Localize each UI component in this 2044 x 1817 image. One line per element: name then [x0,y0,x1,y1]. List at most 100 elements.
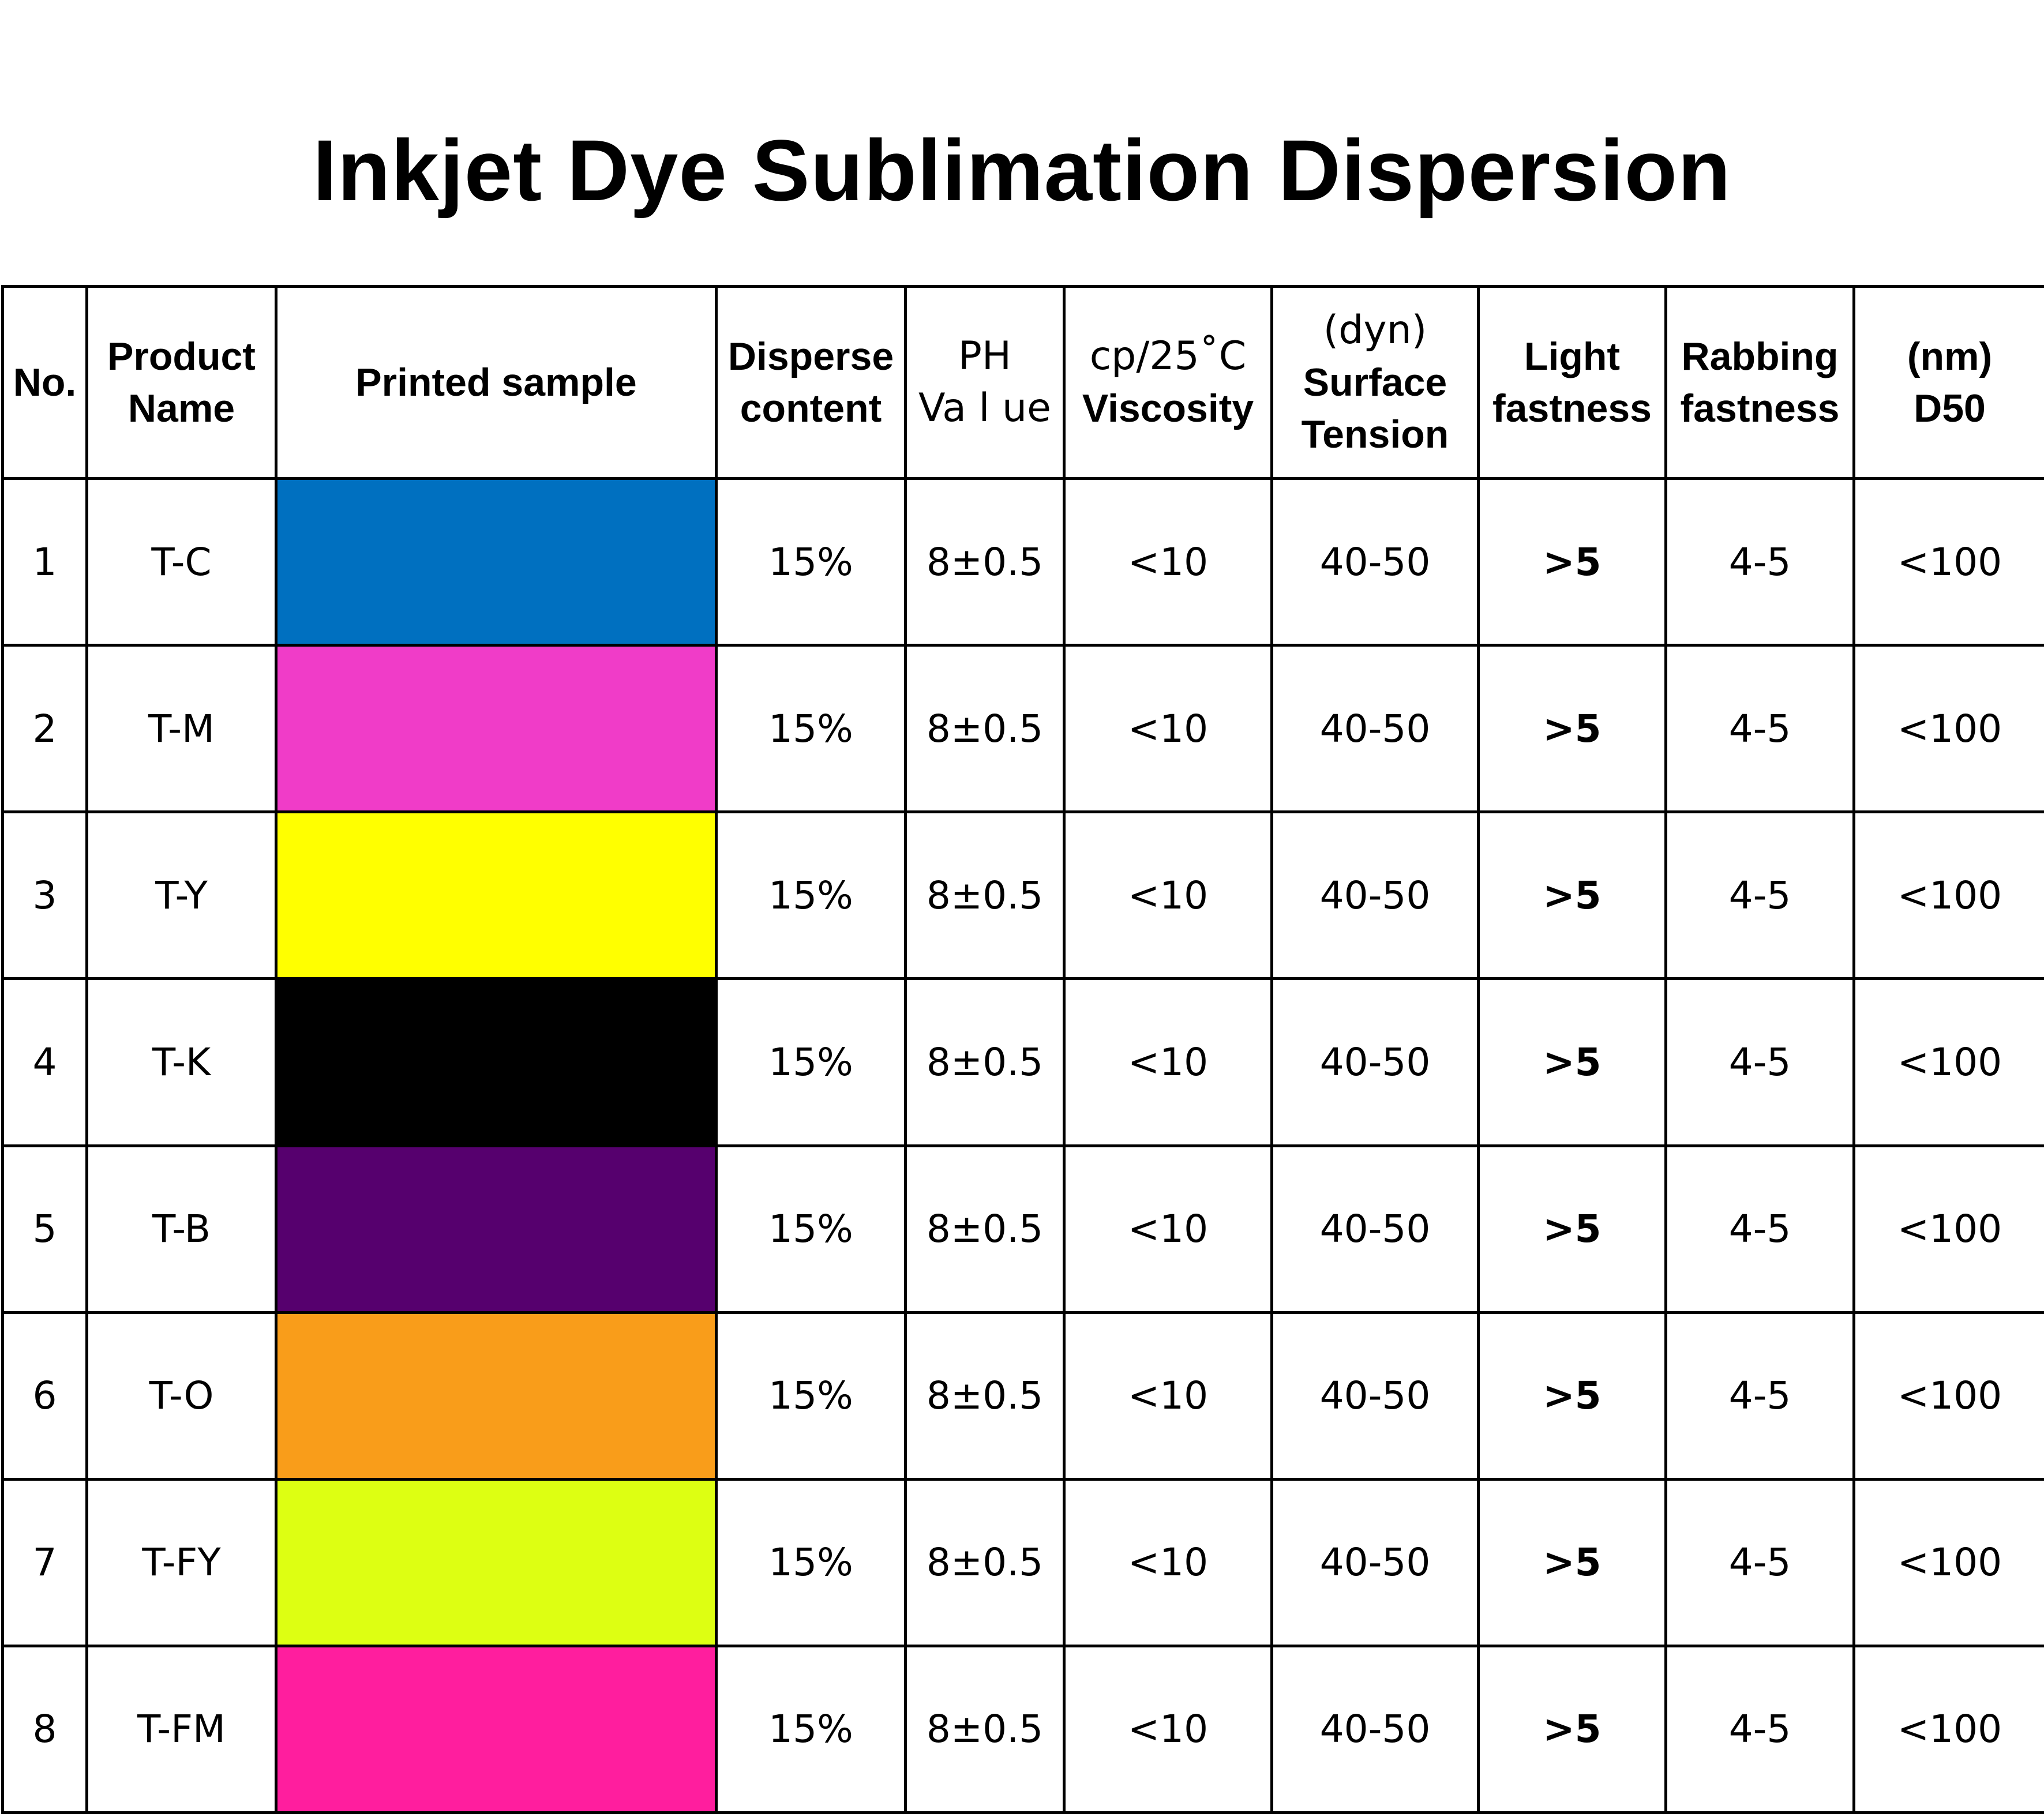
table-row: 1 T-C 15% 8±0.5 <10 40-50 >5 4-5 <100 [1,476,2044,647]
cell-disperse-content: 15% [715,1477,907,1647]
table-row: 7 T-FY 15% 8±0.5 <10 40-50 >5 4-5 <100 [1,1477,2044,1647]
cell-no: 8 [1,1644,88,1815]
cell-light-fastness: >5 [1477,977,1667,1147]
cell-d50: <100 [1852,1311,2044,1481]
cell-ph-value: 8±0.5 [904,1311,1066,1481]
cell-surface-tension: 40-50 [1270,810,1480,981]
cell-viscosity: <10 [1063,1477,1273,1647]
cell-d50: <100 [1852,644,2044,814]
header-light-fastness-line-2: fastness [1492,386,1652,430]
cell-no: 2 [1,644,88,814]
header-surface-tension-line-2: Surface [1303,361,1447,404]
color-swatch [279,1482,714,1643]
header-viscosity-line-1: cp/25˚C [1089,333,1247,379]
cell-ph-value: 8±0.5 [904,1644,1066,1815]
cell-printed-sample [275,977,718,1147]
color-swatch [279,981,714,1143]
header-disperse-content-line-2: content [740,386,882,430]
header-rabbing-fastness: Rabbing fastness [1664,285,1855,480]
cell-no: 3 [1,810,88,981]
header-rabbing-fastness-line-2: fastness [1680,386,1840,430]
header-viscosity: cp/25˚C Viscosity [1063,285,1273,480]
table-header-row: No. Product Name Printed sample Disperse… [1,285,2044,480]
cell-printed-sample [275,1311,718,1481]
header-ph-value-line-1: PH [958,333,1012,379]
cell-d50: <100 [1852,810,2044,981]
cell-light-fastness: >5 [1477,644,1667,814]
cell-viscosity: <10 [1063,1644,1273,1815]
header-ph-value-line-2: Va l ue [918,385,1051,431]
header-surface-tension-line-3: Tension [1301,412,1449,456]
cell-disperse-content: 15% [715,810,907,981]
header-viscosity-line-2: Viscosity [1082,386,1254,430]
header-no: No. [1,285,88,480]
product-spec-table: No. Product Name Printed sample Disperse… [1,285,2044,1815]
header-product-name: Product Name [85,285,277,480]
table-row: 8 T-FM 15% 8±0.5 <10 40-50 >5 4-5 <100 [1,1644,2044,1815]
cell-printed-sample [275,1477,718,1647]
header-light-fastness-line-1: Light [1524,335,1621,378]
cell-no: 7 [1,1477,88,1647]
header-disperse-content: Disperse content [715,285,907,480]
color-swatch [279,1148,714,1310]
cell-product-name: T-O [85,1311,277,1481]
header-printed-sample: Printed sample [275,285,718,480]
cell-product-name: T-FM [85,1644,277,1815]
table-row: 4 T-K 15% 8±0.5 <10 40-50 >5 4-5 <100 [1,977,2044,1147]
cell-ph-value: 8±0.5 [904,644,1066,814]
cell-ph-value: 8±0.5 [904,476,1066,647]
header-d50-line-1: (nm) [1907,335,1993,378]
header-ph-value: PH Va l ue [904,285,1066,480]
header-light-fastness: Light fastness [1477,285,1667,480]
cell-ph-value: 8±0.5 [904,977,1066,1147]
color-swatch [279,1315,714,1477]
cell-light-fastness: >5 [1477,1144,1667,1314]
cell-printed-sample [275,1144,718,1314]
cell-printed-sample [275,810,718,981]
cell-product-name: T-Y [85,810,277,981]
cell-d50: <100 [1852,1477,2044,1647]
cell-rabbing-fastness: 4-5 [1664,644,1855,814]
cell-light-fastness: >5 [1477,1477,1667,1647]
cell-rabbing-fastness: 4-5 [1664,1144,1855,1314]
cell-d50: <100 [1852,977,2044,1147]
cell-printed-sample [275,1644,718,1815]
cell-surface-tension: 40-50 [1270,644,1480,814]
header-product-name-line-1: Product [107,335,256,378]
cell-product-name: T-FY [85,1477,277,1647]
cell-ph-value: 8±0.5 [904,810,1066,981]
cell-d50: <100 [1852,1644,2044,1815]
cell-light-fastness: >5 [1477,476,1667,647]
cell-viscosity: <10 [1063,810,1273,981]
cell-no: 1 [1,476,88,647]
cell-printed-sample [275,476,718,647]
table-row: 2 T-M 15% 8±0.5 <10 40-50 >5 4-5 <100 [1,644,2044,814]
cell-surface-tension: 40-50 [1270,1144,1480,1314]
header-rabbing-fastness-line-1: Rabbing [1681,335,1839,378]
cell-viscosity: <10 [1063,977,1273,1147]
cell-d50: <100 [1852,1144,2044,1314]
cell-disperse-content: 15% [715,1144,907,1314]
cell-viscosity: <10 [1063,476,1273,647]
cell-rabbing-fastness: 4-5 [1664,977,1855,1147]
cell-surface-tension: 40-50 [1270,1644,1480,1815]
cell-rabbing-fastness: 4-5 [1664,1311,1855,1481]
cell-surface-tension: 40-50 [1270,476,1480,647]
table-body: 1 T-C 15% 8±0.5 <10 40-50 >5 4-5 <100 2 T-M 15% 8±0.… [1,476,2044,1815]
cell-disperse-content: 15% [715,476,907,647]
cell-no: 6 [1,1311,88,1481]
header-surface-tension-line-1: (dyn) [1323,307,1427,353]
cell-disperse-content: 15% [715,977,907,1147]
cell-light-fastness: >5 [1477,810,1667,981]
cell-disperse-content: 15% [715,1644,907,1815]
table-row: 6 T-O 15% 8±0.5 <10 40-50 >5 4-5 <100 [1,1311,2044,1481]
cell-viscosity: <10 [1063,1311,1273,1481]
cell-product-name: T-B [85,1144,277,1314]
cell-product-name: T-K [85,977,277,1147]
header-disperse-content-line-1: Disperse [727,335,894,378]
cell-no: 4 [1,977,88,1147]
header-printed-sample-line: Printed sample [355,361,637,404]
cell-disperse-content: 15% [715,1311,907,1481]
cell-printed-sample [275,644,718,814]
header-surface-tension: (dyn) Surface Tension [1270,285,1480,480]
